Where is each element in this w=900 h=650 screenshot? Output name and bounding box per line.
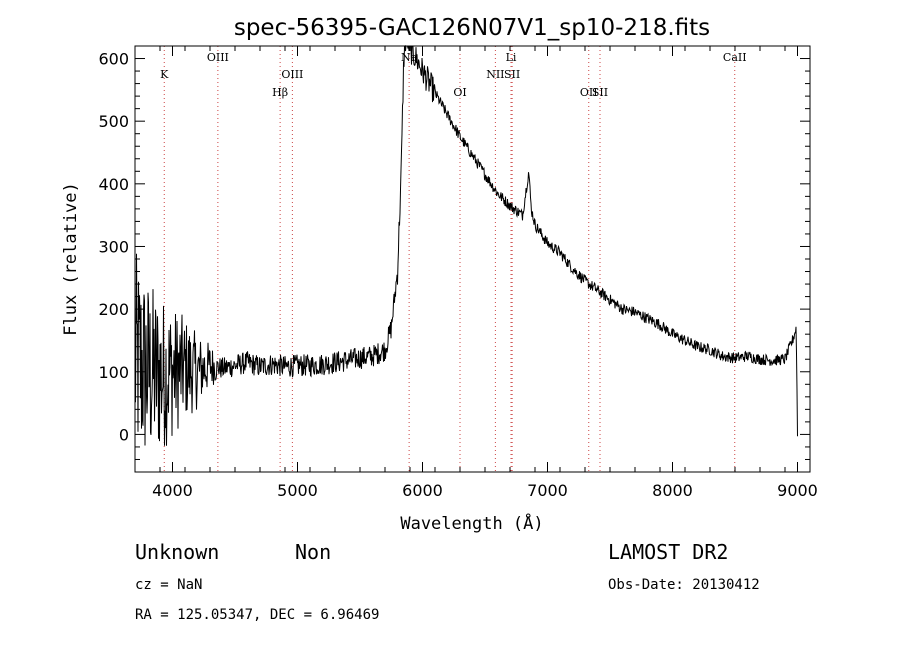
y-tick-label: 500 <box>98 112 129 131</box>
x-tick-label: 6000 <box>402 481 443 500</box>
y-axis: 0 100 200 300 400 500 600 <box>98 45 810 473</box>
spectral-line-label: Li <box>506 51 517 64</box>
chart-title: spec-56395-GAC126N07V1_sp10-218.fits <box>234 15 710 41</box>
y-tick-label: 0 <box>119 425 129 444</box>
x-tick-label: 5000 <box>277 481 318 500</box>
spectral-line-label: CaII <box>723 51 747 64</box>
y-tick-label: 400 <box>98 175 129 194</box>
classification-label: Unknown <box>135 540 219 564</box>
spectral-line-label: OIII <box>281 68 303 81</box>
x-axis-label: Wavelength (Å) <box>400 512 543 534</box>
redshift-label: cz = NaN <box>135 577 202 593</box>
spectral-line-label: OIII <box>207 51 229 64</box>
plot-frame <box>134 45 811 473</box>
x-tick-label: 7000 <box>527 481 568 500</box>
spectral-line-label: Hβ <box>272 86 288 99</box>
x-tick-label: 8000 <box>652 481 693 500</box>
spectral-line-markers <box>163 46 736 472</box>
survey-label: LAMOST DR2 <box>608 540 728 564</box>
spectral-line-label: SII <box>504 68 520 81</box>
obs-date-label: Obs-Date: 20130412 <box>608 577 760 593</box>
y-tick-label: 600 <box>98 50 129 69</box>
x-tick-label: 4000 <box>152 481 193 500</box>
y-axis-label: Flux (relative) <box>61 182 81 336</box>
y-tick-label: 100 <box>98 363 129 382</box>
x-tick-label: 9000 <box>777 481 818 500</box>
y-tick-label: 200 <box>98 300 129 319</box>
spectral-line-label: OI <box>453 86 466 99</box>
x-axis: 4000 5000 6000 7000 8000 9000 <box>134 46 818 500</box>
coordinates-label: RA = 125.05347, DEC = 6.96469 <box>135 607 379 623</box>
spectral-line-label: SII <box>592 86 608 99</box>
y-tick-label: 300 <box>98 237 129 256</box>
subclass-label: Non <box>295 540 331 564</box>
spectral-line-label: NII <box>486 68 504 81</box>
spectral-line-label: OII <box>580 86 598 99</box>
spectrum-line <box>134 44 798 446</box>
spectral-line-label: K <box>160 68 169 81</box>
